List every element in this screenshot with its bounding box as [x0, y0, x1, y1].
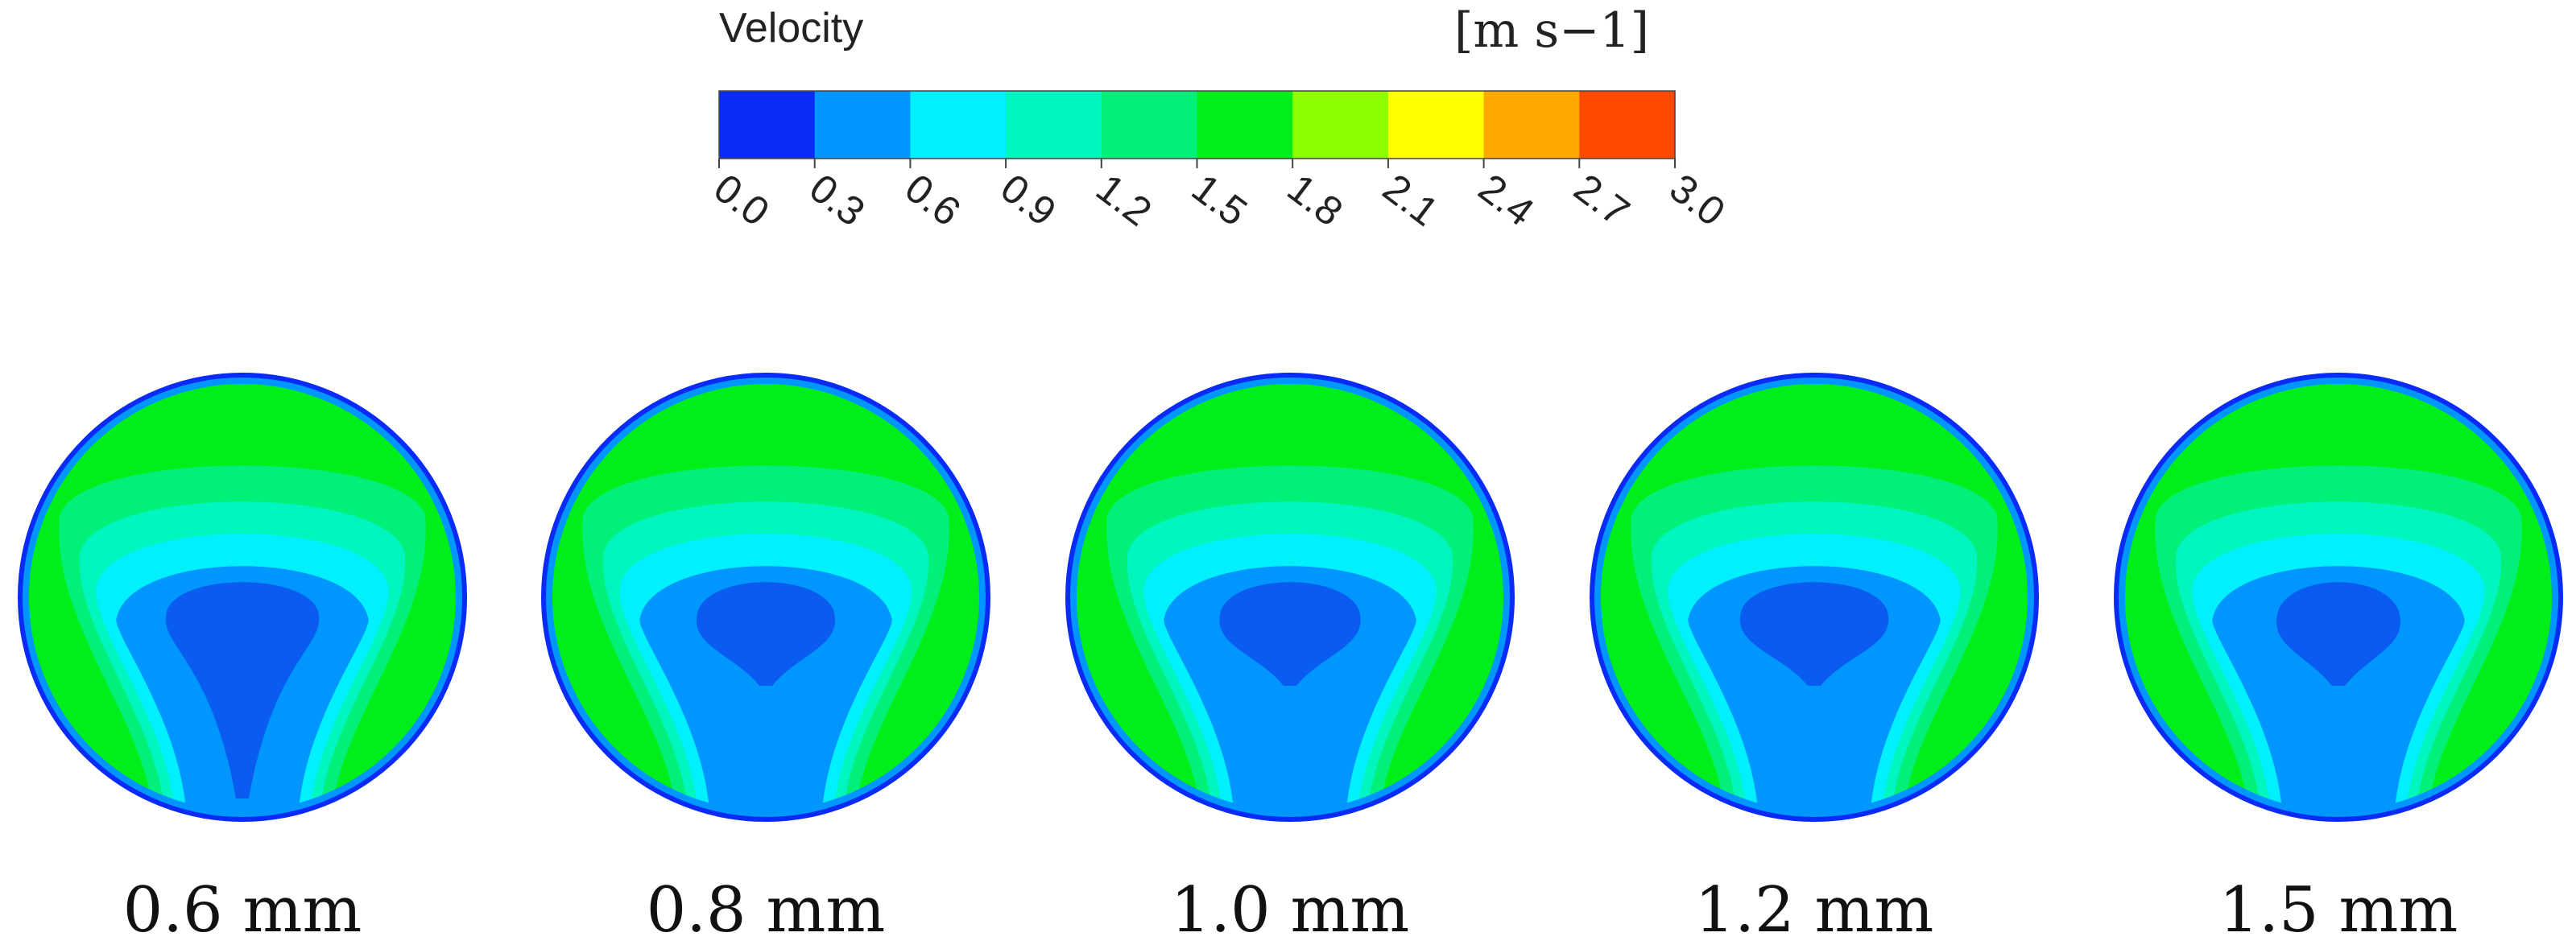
wall-layer — [1067, 374, 1513, 820]
contour-band-core — [2276, 582, 2400, 686]
legend-tick-label: 0.3 — [801, 165, 873, 235]
velocity-contour-panel: 1.5 mm — [2114, 373, 2563, 947]
velocity-legend: Velocity [m s−1] 0.0 0.3 0.6 0.9 1.2 1.5 1.8 2.… — [705, 2, 1733, 235]
legend-ticks: 0.0 0.3 0.6 0.9 1.2 1.5 1.8 2.1 2.4 2.7 3.0 — [705, 159, 1734, 235]
legend-swatch-5 — [1197, 91, 1293, 159]
contour-band-core — [165, 582, 320, 798]
legend-swatch-7 — [1387, 91, 1485, 159]
panel-caption: 1.0 mm — [1171, 874, 1410, 947]
legend-swatch-2 — [910, 91, 1007, 159]
legend-tick-label: 0.6 — [897, 165, 969, 235]
contour-band-core — [696, 582, 836, 686]
legend-tick-label: 0.9 — [992, 165, 1064, 235]
contour-band-core — [1219, 582, 1361, 686]
legend-tick-label: 1.8 — [1280, 165, 1351, 235]
legend-swatch-6 — [1292, 91, 1389, 159]
contour-band — [2212, 566, 2465, 818]
velocity-contour-panel: 0.8 mm — [541, 373, 990, 947]
legend-unit: [m s−1] — [1454, 2, 1649, 59]
panel-caption: 0.6 mm — [123, 874, 362, 947]
velocity-contour-panel: 1.2 mm — [1590, 373, 2039, 947]
legend-swatch-1 — [814, 91, 911, 159]
wall-layer — [1591, 374, 2037, 820]
legend-colorbar — [718, 90, 1676, 159]
wall-boundary — [541, 373, 990, 822]
panel-caption: 0.8 mm — [647, 874, 886, 947]
wall-layer — [19, 374, 465, 820]
legend-tick-label: 2.1 — [1375, 165, 1446, 235]
panel-caption: 1.2 mm — [1695, 874, 1934, 947]
velocity-contour-panel: 0.6 mm — [18, 373, 467, 947]
legend-tick-label: 1.2 — [1088, 165, 1160, 235]
contour-band-core — [1739, 582, 1889, 686]
legend-swatch-8 — [1483, 91, 1580, 159]
legend-tick-label: 0.0 — [705, 165, 777, 235]
wall-boundary — [1590, 373, 2039, 822]
legend-tick-label: 2.7 — [1566, 165, 1638, 235]
legend-swatch-9 — [1579, 91, 1676, 159]
wall-layer — [543, 374, 989, 820]
panel-caption: 1.5 mm — [2219, 874, 2458, 947]
legend-tick-label: 1.5 — [1184, 165, 1255, 235]
wall-boundary — [18, 373, 467, 822]
legend-swatch-0 — [719, 91, 816, 159]
wall-boundary — [2114, 373, 2563, 822]
legend-swatch-4 — [1101, 91, 1198, 159]
legend-title: Velocity — [719, 5, 863, 52]
velocity-panels: 0.6 mm 0.8 mm 1.0 mm 1.2 mm 1.5 mm — [18, 373, 2563, 947]
wall-layer — [2115, 374, 2562, 820]
legend-tick-label: 2.4 — [1470, 165, 1542, 235]
legend-swatch-3 — [1006, 91, 1102, 159]
velocity-contour-panel: 1.0 mm — [1065, 373, 1515, 947]
wall-boundary — [1065, 373, 1515, 822]
legend-tick-label: 3.0 — [1661, 165, 1733, 235]
